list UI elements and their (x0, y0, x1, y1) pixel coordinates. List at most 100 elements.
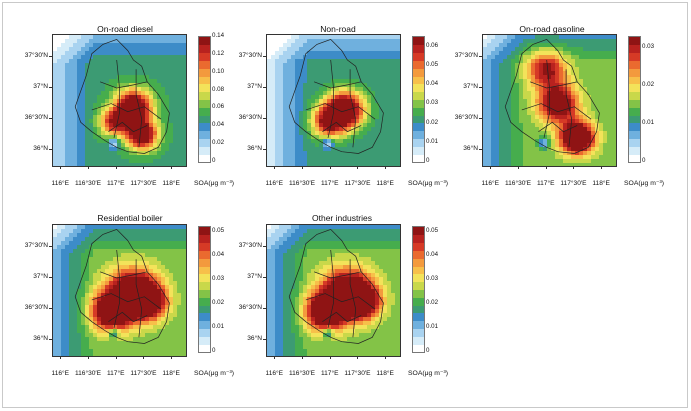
map-cell (299, 143, 304, 148)
map-cell (153, 111, 158, 116)
map-cell (153, 107, 158, 112)
map-cell (165, 123, 170, 128)
map-cell (615, 83, 616, 88)
map-cell (65, 305, 70, 310)
map-cell (153, 99, 158, 104)
map-cell (275, 47, 280, 52)
map-cell (165, 313, 170, 318)
map-cell (109, 353, 114, 356)
map-cell (327, 95, 332, 100)
map-cell (335, 67, 340, 72)
map-cell (121, 269, 126, 274)
map-cell (173, 233, 178, 238)
map-cell (161, 305, 166, 310)
map-cell (181, 325, 186, 330)
map-cell (153, 237, 158, 242)
map-cell (149, 83, 154, 88)
map-cell (81, 293, 86, 298)
colorbar-segment (413, 146, 424, 155)
map-cell (331, 155, 336, 160)
map-cell (511, 139, 516, 144)
map-cell (73, 151, 78, 156)
map-cell (65, 261, 70, 266)
map-cell (611, 139, 616, 144)
map-cell (177, 135, 182, 140)
map-cell (483, 35, 488, 40)
map-cell (315, 147, 320, 152)
map-cell (133, 353, 138, 356)
map-cell (181, 225, 186, 230)
map-cell (355, 51, 360, 56)
map-cell (73, 87, 78, 92)
county-boundary (74, 228, 170, 344)
map-cell (53, 301, 58, 306)
map-cell (571, 63, 576, 68)
map-cell (177, 39, 182, 44)
map-cell (367, 241, 372, 246)
map-cell (129, 43, 134, 48)
map-cell (61, 107, 66, 112)
map-cell (495, 155, 500, 160)
map-cell (113, 297, 118, 302)
map-cell (399, 87, 400, 92)
map-cell (319, 147, 324, 152)
map-cell (185, 107, 186, 112)
map-cell (327, 51, 332, 56)
map-cell (81, 115, 86, 120)
colorbar (198, 226, 211, 353)
map-cell (583, 43, 588, 48)
map-cell (579, 35, 584, 40)
map-cell (579, 67, 584, 72)
map-cell (579, 111, 584, 116)
map-cell (303, 123, 308, 128)
map-cell (295, 233, 300, 238)
map-cell (129, 289, 134, 294)
map-raster (53, 225, 186, 356)
map-cell (137, 253, 142, 258)
map-cell (559, 79, 564, 84)
map-cell (287, 155, 292, 160)
map-cell (97, 159, 102, 164)
map-cell (109, 305, 114, 310)
map-cell (507, 155, 512, 160)
map-cell (113, 43, 118, 48)
map-cell (495, 71, 500, 76)
map-cell (523, 95, 528, 100)
map-cell (379, 119, 384, 124)
map-cell (531, 111, 536, 116)
map-cell (299, 233, 304, 238)
map-cell (109, 265, 114, 270)
map-cell (359, 63, 364, 68)
map-cell (499, 99, 504, 104)
map-cell (499, 147, 504, 152)
map-cell (81, 309, 86, 314)
map-cell (57, 249, 62, 254)
map-cell (141, 103, 146, 108)
map-cell (291, 253, 296, 258)
map-cell (363, 241, 368, 246)
map-cell (69, 59, 74, 64)
map-cell (595, 63, 600, 68)
colorbar (628, 36, 641, 163)
map-cell (615, 131, 616, 136)
map-cell (579, 123, 584, 128)
map-cell (117, 35, 122, 40)
map-cell (535, 127, 540, 132)
map-cell (579, 55, 584, 60)
map-cell (499, 71, 504, 76)
map-cell (117, 143, 122, 148)
map-cell (603, 67, 608, 72)
map-cell (395, 159, 400, 164)
map-cell (105, 297, 110, 302)
map-cell (161, 47, 166, 52)
map-cell (105, 43, 110, 48)
map-cell (165, 309, 170, 314)
map-cell (121, 277, 126, 282)
map-cell (275, 233, 280, 238)
map-cell (563, 103, 568, 108)
map-cell (355, 55, 360, 60)
map-cell (611, 67, 616, 72)
map-cell (275, 257, 280, 262)
map-cell (319, 95, 324, 100)
map-cell (395, 245, 400, 250)
